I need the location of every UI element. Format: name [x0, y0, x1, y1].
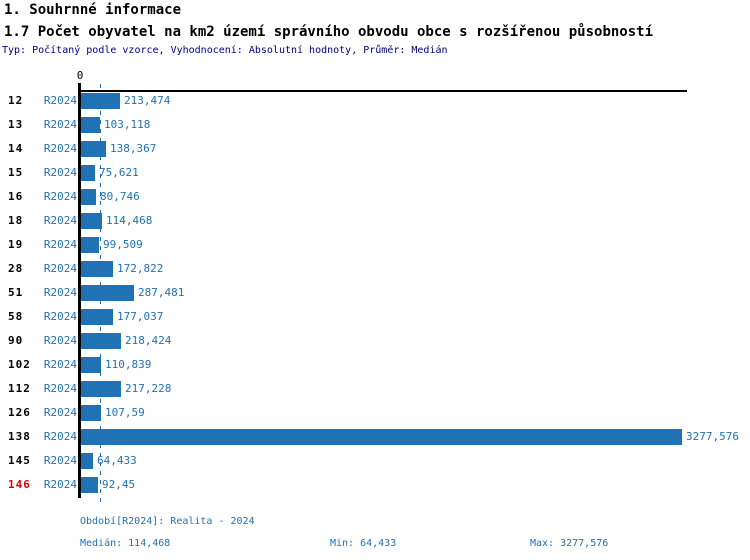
row-series-label: R2024 — [43, 430, 77, 443]
chart-row: 18 R2024 114,468 — [0, 213, 750, 229]
row-series-label: R2024 — [43, 454, 77, 467]
row-value-label: 138,367 — [110, 142, 157, 155]
chart-row: 102 R2024 110,839 — [0, 357, 750, 373]
row-category-label: 19 — [8, 238, 24, 251]
row-bar — [81, 237, 99, 253]
chart-row: 90 R2024 218,424 — [0, 333, 750, 349]
chart-row: 28 R2024 172,822 — [0, 261, 750, 277]
row-category-label: 16 — [8, 190, 24, 203]
row-category-label: 90 — [8, 334, 24, 347]
row-bar — [81, 357, 101, 373]
footer-max-label: Max: 3277,576 — [530, 538, 609, 549]
row-bar — [81, 405, 101, 421]
row-category-label: 126 — [8, 406, 31, 419]
row-value-label: 177,037 — [117, 310, 164, 323]
y-axis-line — [78, 83, 81, 498]
section-title: 1. Souhrnné informace — [4, 2, 182, 18]
row-value-label: 103,118 — [104, 118, 151, 131]
row-series-label: R2024 — [43, 118, 77, 131]
row-category-label: 15 — [8, 166, 24, 179]
footer-period-label: Období[R2024]: Realita - 2024 — [80, 516, 255, 527]
chart-row: 12 R2024 213,474 — [0, 93, 750, 109]
chart-row: 145 R2024 64,433 — [0, 453, 750, 469]
indicator-title: 1.7 Počet obyvatel na km2 území správníh… — [4, 24, 654, 40]
row-bar — [81, 453, 93, 469]
row-value-label: 114,468 — [106, 214, 153, 227]
chart-row: 13 R2024 103,118 — [0, 117, 750, 133]
row-category-label: 18 — [8, 214, 24, 227]
row-value-label: 75,621 — [99, 166, 139, 179]
chart-row: 112 R2024 217,228 — [0, 381, 750, 397]
footer-median-label: Medián: 114,468 — [80, 538, 171, 549]
row-category-label: 14 — [8, 142, 24, 155]
chart-row: 19 R2024 99,509 — [0, 237, 750, 253]
row-value-label: 213,474 — [124, 94, 171, 107]
chart-subtitle: Typ: Počítaný podle vzorce, Vyhodnocení:… — [2, 45, 448, 56]
row-value-label: 107,59 — [105, 406, 145, 419]
row-category-label: 12 — [8, 94, 24, 107]
row-category-label: 146 — [8, 478, 31, 491]
row-value-label: 80,746 — [100, 190, 140, 203]
row-series-label: R2024 — [43, 214, 77, 227]
row-series-label: R2024 — [43, 286, 77, 299]
x-axis-zero-tick-label: 0 — [76, 69, 84, 82]
row-series-label: R2024 — [43, 94, 77, 107]
row-bar — [81, 333, 121, 349]
row-series-label: R2024 — [43, 262, 77, 275]
row-value-label: 218,424 — [125, 334, 172, 347]
row-series-label: R2024 — [43, 190, 77, 203]
chart-row: 146 R2024 92,45 — [0, 477, 750, 493]
row-bar — [81, 309, 113, 325]
row-bar — [81, 477, 98, 493]
row-category-label: 13 — [8, 118, 24, 131]
row-category-label: 58 — [8, 310, 24, 323]
row-series-label: R2024 — [43, 382, 77, 395]
row-bar — [81, 141, 106, 157]
row-series-label: R2024 — [43, 358, 77, 371]
row-value-label: 99,509 — [103, 238, 143, 251]
chart-row: 15 R2024 75,621 — [0, 165, 750, 181]
row-bar — [81, 117, 100, 133]
row-category-label: 51 — [8, 286, 24, 299]
x-axis-line — [79, 90, 687, 92]
chart-row: 58 R2024 177,037 — [0, 309, 750, 325]
row-bar — [81, 261, 113, 277]
row-category-label: 102 — [8, 358, 31, 371]
row-category-label: 145 — [8, 454, 31, 467]
row-series-label: R2024 — [43, 142, 77, 155]
chart-row: 126 R2024 107,59 — [0, 405, 750, 421]
row-bar — [81, 381, 121, 397]
row-bar — [81, 165, 95, 181]
row-series-label: R2024 — [43, 166, 77, 179]
row-bar — [81, 429, 682, 445]
chart-row: 16 R2024 80,746 — [0, 189, 750, 205]
chart-row: 14 R2024 138,367 — [0, 141, 750, 157]
footer-min-label: Min: 64,433 — [330, 538, 397, 549]
row-category-label: 28 — [8, 262, 24, 275]
row-value-label: 287,481 — [138, 286, 185, 299]
row-category-label: 112 — [8, 382, 31, 395]
row-series-label: R2024 — [43, 406, 77, 419]
row-bar — [81, 189, 96, 205]
row-value-label: 217,228 — [125, 382, 172, 395]
row-series-label: R2024 — [43, 238, 77, 251]
row-bar — [81, 213, 102, 229]
row-value-label: 172,822 — [117, 262, 164, 275]
row-value-label: 92,45 — [102, 478, 136, 491]
chart-row: 51 R2024 287,481 — [0, 285, 750, 301]
chart-row: 138 R2024 3277,576 — [0, 429, 750, 445]
row-bar — [81, 93, 120, 109]
row-value-label: 110,839 — [105, 358, 152, 371]
row-value-label: 3277,576 — [686, 430, 739, 443]
row-series-label: R2024 — [43, 310, 77, 323]
row-series-label: R2024 — [43, 334, 77, 347]
row-value-label: 64,433 — [97, 454, 137, 467]
row-series-label: R2024 — [43, 478, 77, 491]
row-category-label: 138 — [8, 430, 31, 443]
row-bar — [81, 285, 134, 301]
